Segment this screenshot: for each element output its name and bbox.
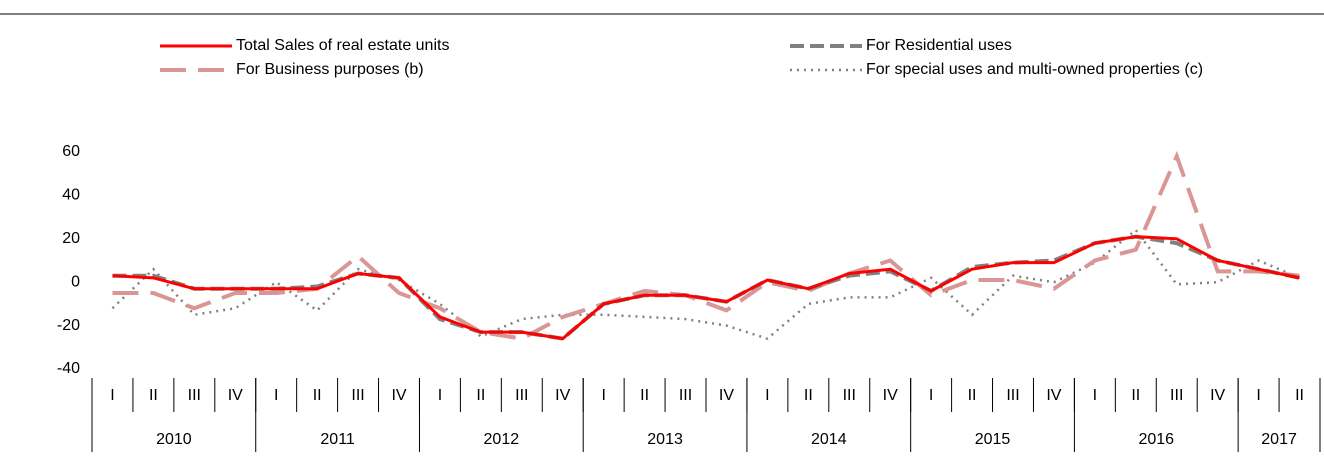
- x-tick-label: IV: [719, 387, 734, 404]
- x-tick-label: III: [1170, 387, 1183, 404]
- series-line: [112, 235, 1300, 341]
- x-tick-label: II: [313, 387, 322, 404]
- x-tick-label: II: [968, 387, 977, 404]
- x-tick-label: IV: [1046, 387, 1061, 404]
- x-tick-label: I: [765, 387, 769, 404]
- x-tick-label: III: [515, 387, 528, 404]
- year-label: 2013: [647, 431, 683, 448]
- x-tick-label: III: [351, 387, 364, 404]
- x-tick-label: IV: [391, 387, 406, 404]
- x-tick-label: I: [274, 387, 278, 404]
- x-tick-label: I: [438, 387, 442, 404]
- x-tick-label: II: [149, 387, 158, 404]
- x-tick-label: II: [804, 387, 813, 404]
- x-tick-label: III: [843, 387, 856, 404]
- legend-label: For Residential uses: [866, 37, 1012, 54]
- y-tick-label: 0: [71, 273, 80, 290]
- year-label: 2012: [484, 431, 520, 448]
- x-tick-label: IV: [1210, 387, 1225, 404]
- legend-label: Total Sales of real estate units: [236, 37, 449, 54]
- legend-label: For special uses and multi-owned propert…: [866, 61, 1203, 78]
- year-label: 2015: [975, 431, 1011, 448]
- x-tick-label: IV: [555, 387, 570, 404]
- year-label: 2010: [156, 431, 192, 448]
- x-tick-label: I: [1093, 387, 1097, 404]
- year-label: 2014: [811, 431, 847, 448]
- y-tick-label: -40: [57, 360, 80, 377]
- year-label: 2016: [1138, 431, 1174, 448]
- y-tick-label: 40: [62, 187, 80, 204]
- x-tick-label: III: [1006, 387, 1019, 404]
- series-line: [112, 150, 1300, 341]
- x-tick-label: III: [679, 387, 692, 404]
- x-tick-label: IV: [883, 387, 898, 404]
- year-label: 2011: [320, 431, 355, 448]
- x-tick-label: I: [929, 387, 933, 404]
- x-tick-label: II: [1295, 387, 1304, 404]
- x-tick-label: II: [476, 387, 485, 404]
- x-tick-label: I: [110, 387, 114, 404]
- y-tick-label: 20: [62, 230, 80, 247]
- y-tick-label: -20: [57, 317, 80, 334]
- series-line: [111, 228, 1301, 341]
- x-tick-label: II: [1131, 387, 1140, 404]
- year-label: 2017: [1261, 431, 1297, 448]
- x-tick-label: IV: [228, 387, 243, 404]
- x-tick-label: II: [640, 387, 649, 404]
- x-tick-label: I: [601, 387, 605, 404]
- x-tick-label: I: [1256, 387, 1260, 404]
- x-tick-label: III: [188, 387, 201, 404]
- legend-label: For Business purposes (b): [236, 61, 424, 78]
- y-tick-label: 60: [62, 143, 80, 160]
